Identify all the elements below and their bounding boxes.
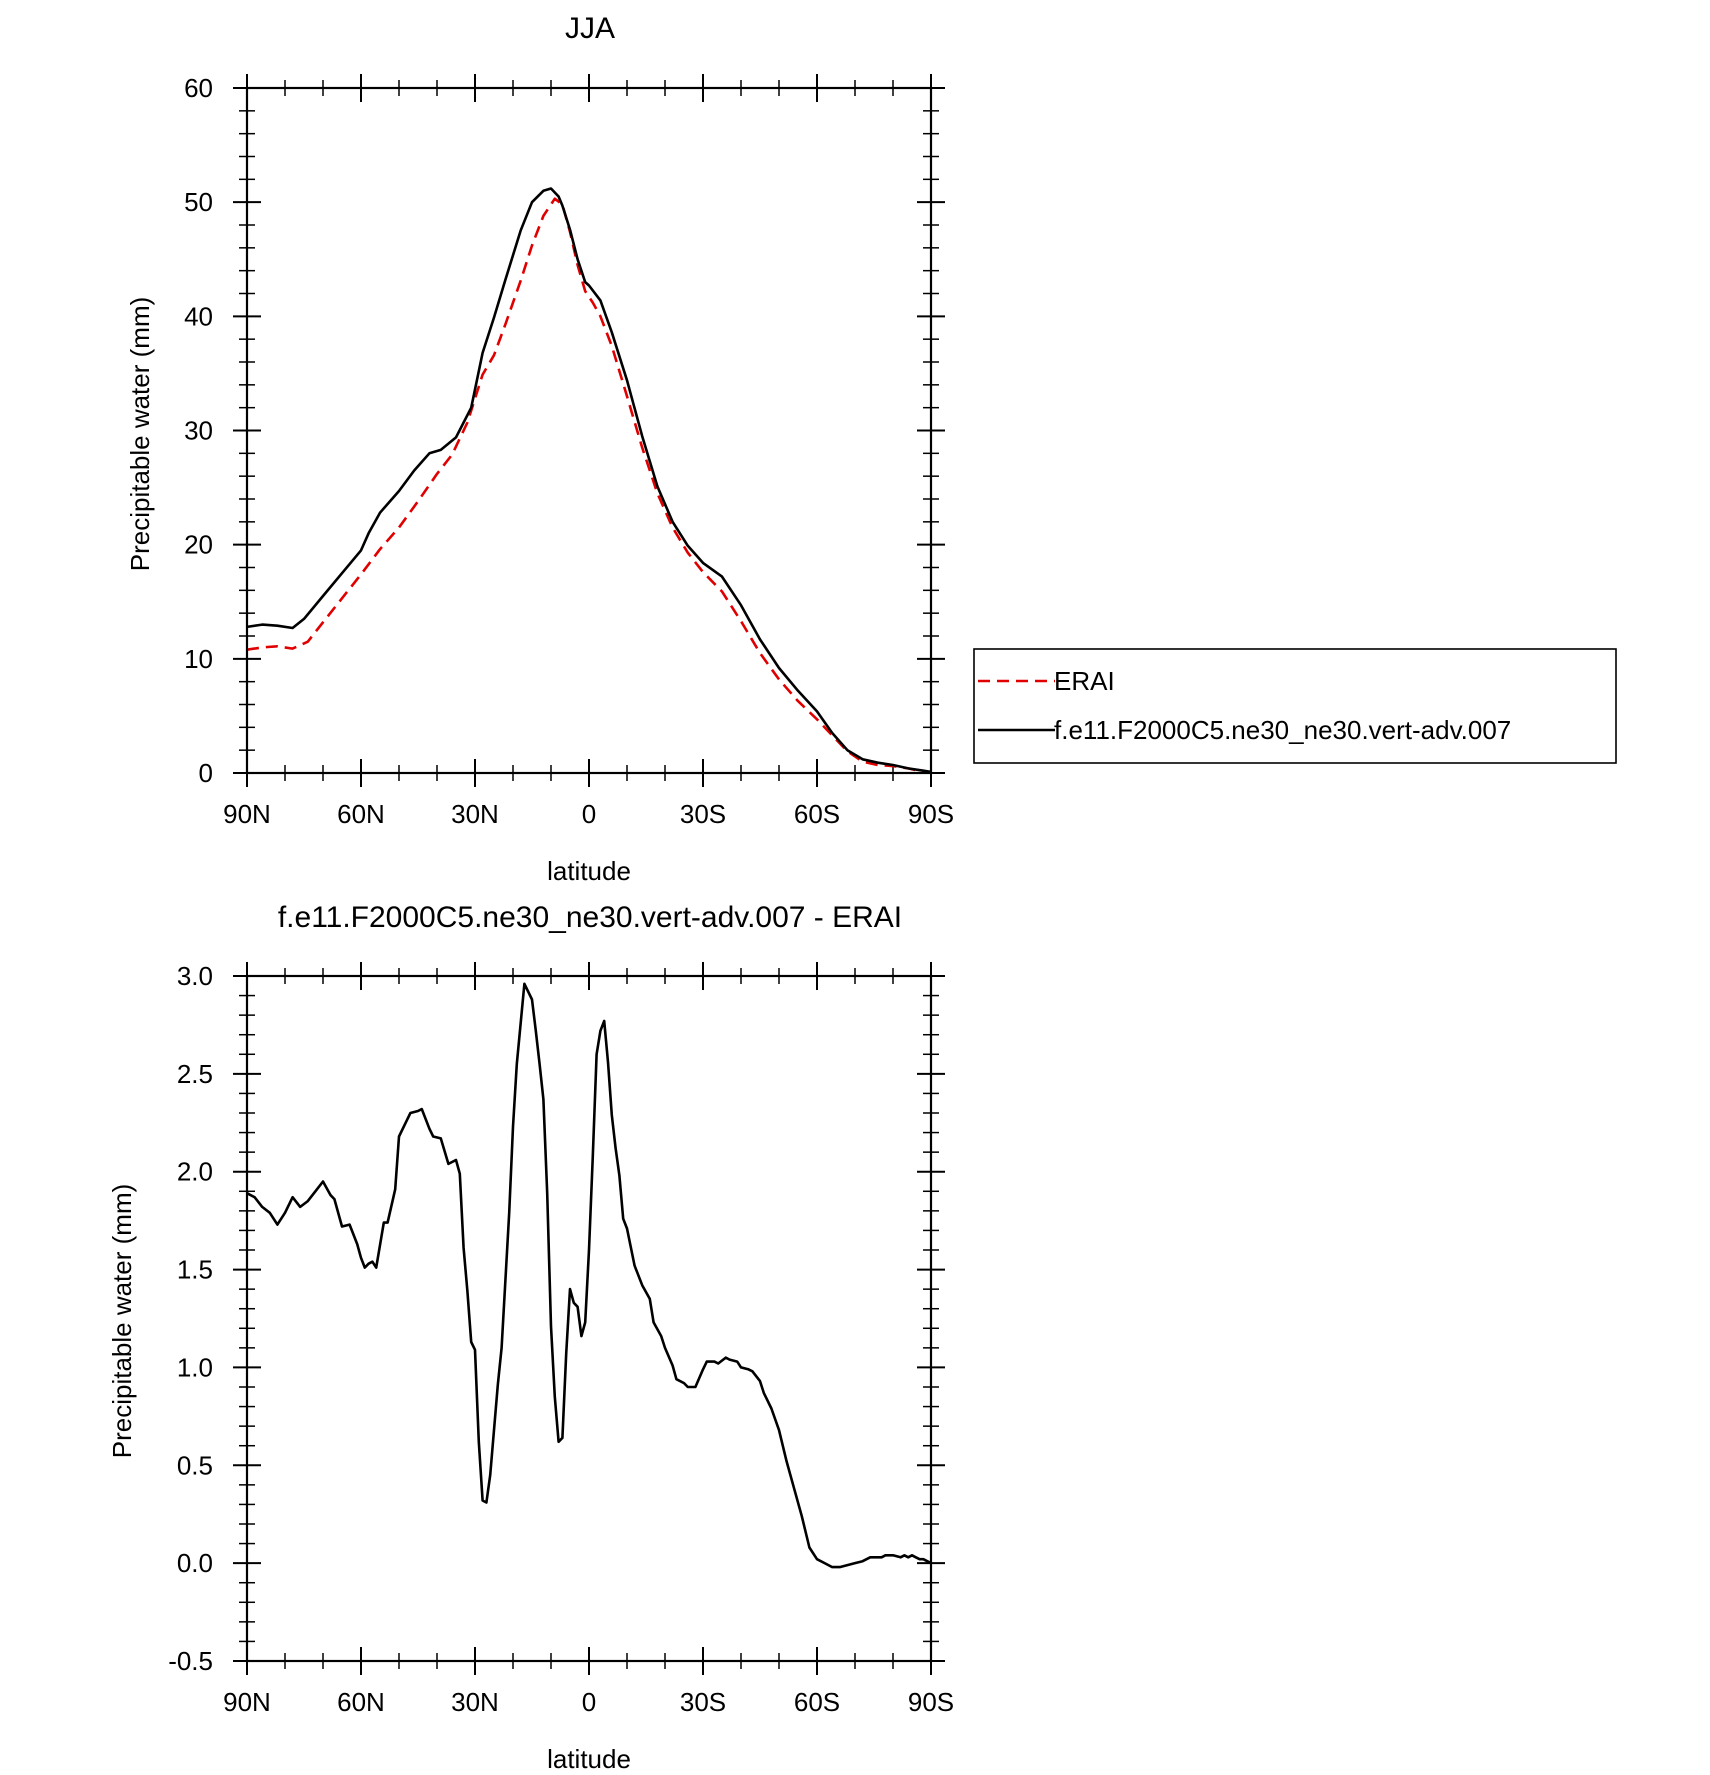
y-tick-label: 50	[184, 187, 213, 217]
x-tick-label: 0	[582, 799, 596, 829]
legend-label-erai: ERAI	[1054, 666, 1115, 696]
y-tick-label: 30	[184, 416, 213, 446]
y-tick-label: 2.0	[177, 1157, 213, 1187]
y-tick-label: 0.0	[177, 1548, 213, 1578]
x-tick-label: 60S	[794, 1687, 840, 1717]
axis-ticks: 90N 60N 30N 0 30S 60S 90S 0 10 20 30 40 50 60	[184, 73, 954, 829]
x-axis-label: latitude	[547, 856, 631, 886]
y-axis-label: Precipitable water (mm)	[107, 1184, 137, 1459]
legend-label-model: f.e11.F2000C5.ne30_ne30.vert-adv.007	[1054, 715, 1511, 745]
y-tick-label: 2.5	[177, 1059, 213, 1089]
y-tick-label: 60	[184, 73, 213, 103]
y-axis-label: Precipitable water (mm)	[125, 297, 155, 572]
y-tick-label: 1.5	[177, 1255, 213, 1285]
legend: ERAI f.e11.F2000C5.ne30_ne30.vert-adv.00…	[973, 648, 1617, 764]
y-tick-label: 40	[184, 301, 213, 331]
x-tick-label: 30N	[451, 1687, 499, 1717]
line-chart-jja: JJA Precipitable water (mm) latitude 90N…	[125, 12, 954, 886]
y-tick-label: 0.5	[177, 1450, 213, 1480]
plot-frame	[245, 86, 933, 775]
x-tick-label: 60S	[794, 799, 840, 829]
series-lines	[246, 982, 932, 1569]
axis-ticks: 90N 60N 30N 0 30S 60S 90S -0.5 0.0 0.5 1.0 1.5 2.0 2.…	[168, 961, 954, 1717]
legend-box	[973, 648, 1617, 764]
series-line-f-e11-f2000c5-ne30-ne30-vert-adv-007	[246, 187, 932, 774]
series-line-erai	[246, 197, 931, 774]
chart-title: JJA	[565, 12, 615, 45]
series-line-0	[246, 982, 932, 1569]
y-tick-label: 3.0	[177, 961, 213, 991]
x-tick-label: 0	[582, 1687, 596, 1717]
x-axis-label: latitude	[547, 1744, 631, 1774]
x-tick-label: 90N	[223, 799, 271, 829]
x-tick-label: 60N	[337, 799, 385, 829]
x-tick-label: 30N	[451, 799, 499, 829]
x-tick-label: 30S	[680, 1687, 726, 1717]
x-tick-label: 30S	[680, 799, 726, 829]
y-tick-label: 0	[199, 758, 213, 788]
x-tick-label: 90S	[908, 1687, 954, 1717]
y-tick-label: 10	[184, 644, 213, 674]
x-tick-label: 90S	[908, 799, 954, 829]
line-chart-difference: f.e11.F2000C5.ne30_ne30.vert-adv.007 - E…	[107, 901, 954, 1774]
x-tick-label: 90N	[223, 1687, 271, 1717]
x-tick-label: 60N	[337, 1687, 385, 1717]
chart-title: f.e11.F2000C5.ne30_ne30.vert-adv.007 - E…	[278, 901, 902, 934]
y-tick-label: 20	[184, 530, 213, 560]
y-tick-label: -0.5	[168, 1646, 213, 1676]
plot-frame	[245, 974, 933, 1663]
series-lines	[246, 187, 932, 774]
y-tick-label: 1.0	[177, 1352, 213, 1382]
